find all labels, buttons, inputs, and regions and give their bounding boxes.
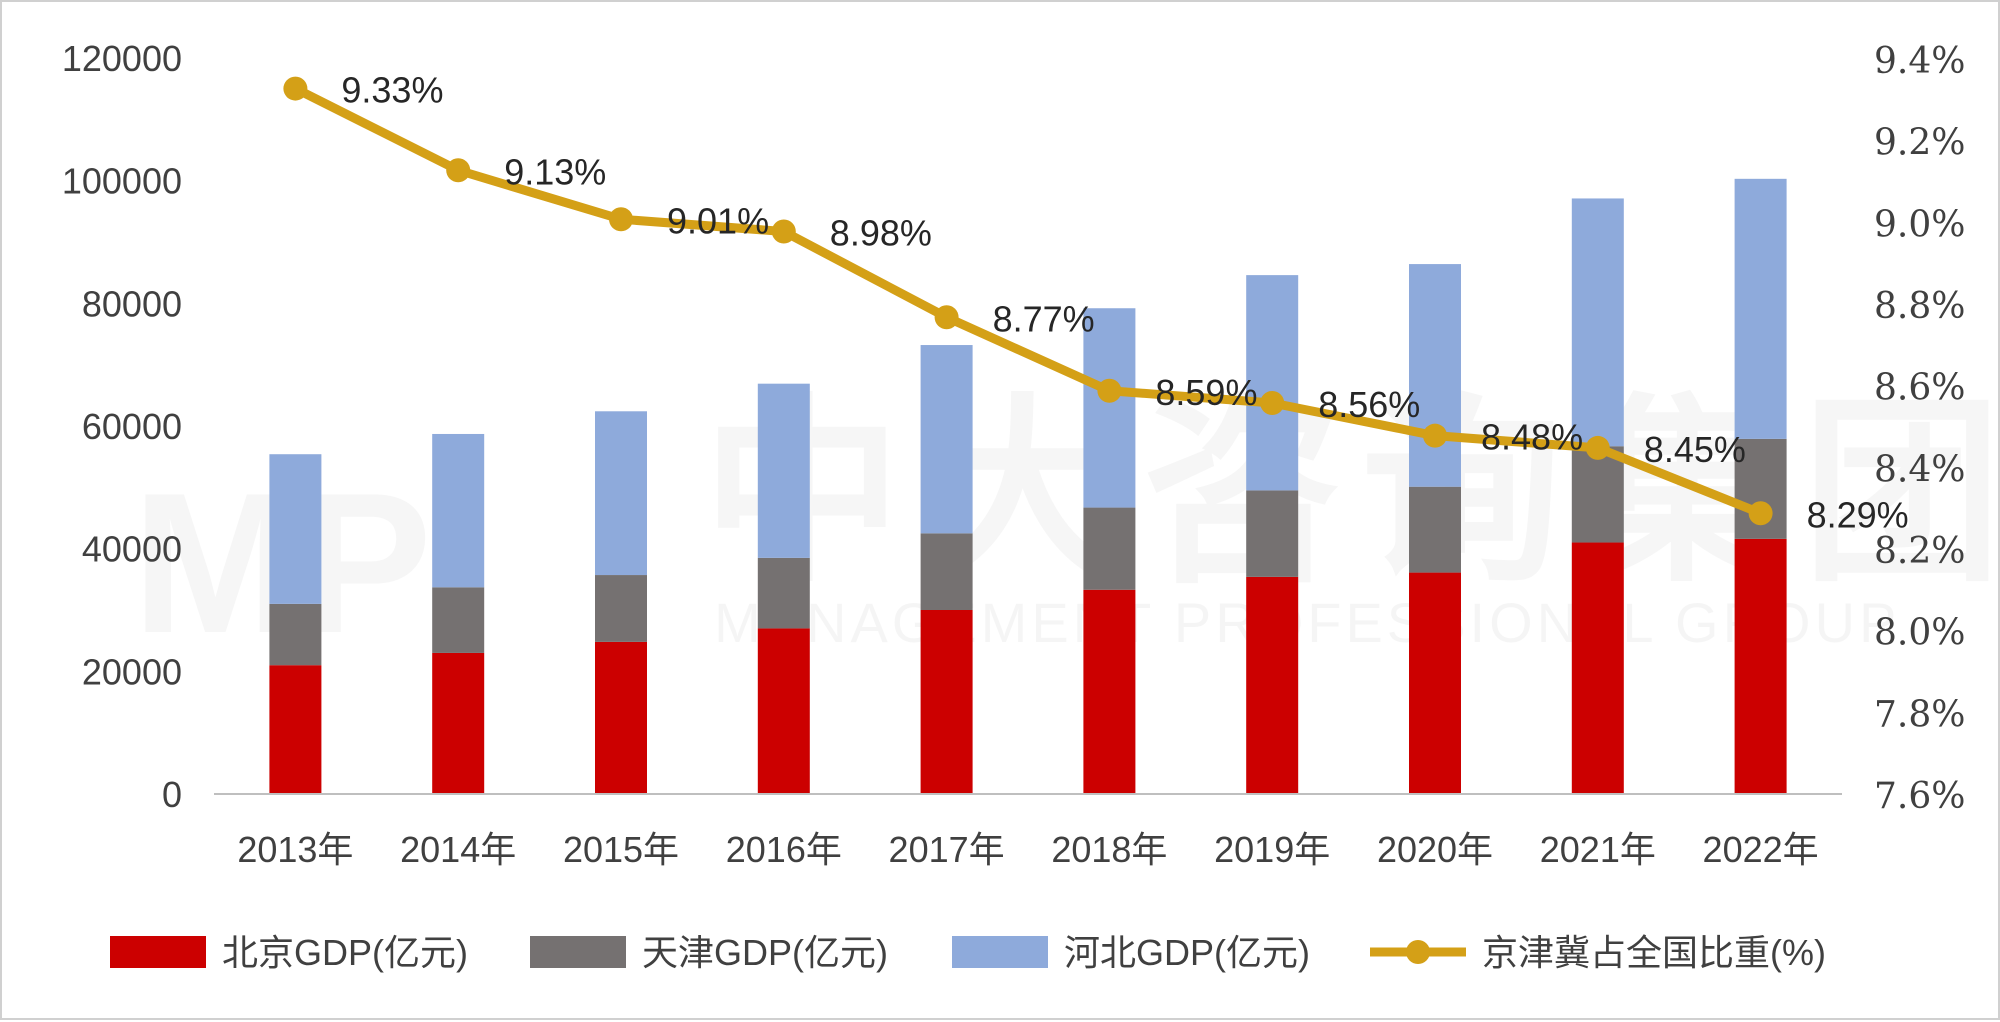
x-tick-label: 2022年 xyxy=(1703,829,1819,870)
data-label-6: 8.56% xyxy=(1318,384,1420,425)
x-tick-label: 2014年 xyxy=(400,829,516,870)
bar-tianjin-4 xyxy=(920,533,973,610)
data-label-5: 8.59% xyxy=(1155,372,1257,413)
right-tick-label: 8.2% xyxy=(1874,531,1965,572)
bar-beijing-5 xyxy=(1083,589,1136,794)
line-point-6 xyxy=(1260,391,1285,415)
bar-hebei-4 xyxy=(920,345,973,534)
right-tick-label: 7.8% xyxy=(1874,694,1965,735)
bar-beijing-9 xyxy=(1734,538,1787,794)
line-point-3 xyxy=(771,219,796,244)
bar-beijing-1 xyxy=(432,652,485,794)
x-tick-label: 2020年 xyxy=(1377,829,1493,870)
bar-hebei-3 xyxy=(757,383,810,558)
x-tick-label: 2017年 xyxy=(889,829,1005,870)
bar-hebei-5 xyxy=(1083,308,1136,508)
line-point-8 xyxy=(1585,435,1610,460)
legend-label: 京津冀占全国比重(%) xyxy=(1482,932,1826,973)
bar-hebei-1 xyxy=(432,433,485,588)
x-tick-label: 2021年 xyxy=(1540,829,1656,870)
left-tick-label: 100000 xyxy=(62,161,182,202)
data-label-7: 8.48% xyxy=(1481,417,1583,458)
legend-swatch-beijing xyxy=(110,936,206,968)
watermark-en: MANAGEMENT PROFESSIONAL GROUP xyxy=(714,591,1900,654)
legend-line-marker xyxy=(1406,940,1430,964)
bar-tianjin-6 xyxy=(1246,490,1299,577)
bar-hebei-0 xyxy=(269,454,322,604)
legend-label: 天津GDP(亿元) xyxy=(642,932,888,973)
right-tick-label: 9.4% xyxy=(1874,41,1965,82)
bar-beijing-2 xyxy=(595,641,647,794)
bar-hebei-8 xyxy=(1571,198,1624,447)
bar-beijing-0 xyxy=(269,665,322,794)
right-tick-label: 8.8% xyxy=(1874,286,1965,327)
data-label-8: 8.45% xyxy=(1644,429,1746,470)
bar-hebei-9 xyxy=(1734,178,1787,439)
data-label-3: 8.98% xyxy=(830,213,932,254)
data-label-4: 8.77% xyxy=(993,298,1095,339)
bar-hebei-6 xyxy=(1246,275,1299,491)
line-point-5 xyxy=(1097,378,1122,403)
data-label-0: 9.33% xyxy=(341,70,443,111)
legend-label: 北京GDP(亿元) xyxy=(222,932,468,973)
bar-tianjin-3 xyxy=(757,557,810,629)
line-point-2 xyxy=(609,207,633,232)
bar-beijing-6 xyxy=(1246,576,1299,794)
bar-tianjin-1 xyxy=(432,587,485,653)
x-tick-label: 2019年 xyxy=(1214,829,1330,870)
line-point-0 xyxy=(283,76,308,101)
left-tick-label: 20000 xyxy=(82,651,182,692)
right-tick-label: 7.6% xyxy=(1874,776,1965,817)
data-label-1: 9.13% xyxy=(504,151,606,192)
line-point-1 xyxy=(446,158,471,183)
legend-label: 河北GDP(亿元) xyxy=(1064,932,1310,973)
data-label-9: 8.29% xyxy=(1807,494,1909,535)
right-tick-label: 9.0% xyxy=(1874,204,1965,245)
bar-tianjin-0 xyxy=(269,603,322,666)
x-tick-label: 2018年 xyxy=(1051,829,1167,870)
line-point-9 xyxy=(1748,501,1773,526)
bar-tianjin-7 xyxy=(1409,486,1461,573)
bar-beijing-3 xyxy=(757,628,810,794)
bar-hebei-7 xyxy=(1409,264,1461,487)
x-tick-label: 2016年 xyxy=(726,829,842,870)
legend-swatch-tianjin xyxy=(530,936,626,968)
line-point-4 xyxy=(934,305,959,330)
x-tick-label: 2015年 xyxy=(563,829,679,870)
x-tick-label: 2013年 xyxy=(237,829,353,870)
line-point-7 xyxy=(1423,423,1447,448)
right-tick-label: 8.6% xyxy=(1874,368,1965,409)
bar-hebei-2 xyxy=(595,411,647,576)
right-tick-label: 8.0% xyxy=(1874,613,1965,654)
left-tick-label: 40000 xyxy=(82,529,182,570)
bar-tianjin-8 xyxy=(1571,446,1624,543)
bar-tianjin-2 xyxy=(595,575,647,642)
bar-tianjin-5 xyxy=(1083,507,1136,590)
bar-beijing-8 xyxy=(1571,542,1624,794)
bar-beijing-4 xyxy=(920,610,973,794)
right-tick-label: 8.4% xyxy=(1874,449,1965,490)
right-tick-label: 9.2% xyxy=(1874,123,1965,164)
left-tick-label: 60000 xyxy=(82,406,182,447)
legend-swatch-hebei xyxy=(952,936,1048,968)
left-tick-label: 80000 xyxy=(82,283,182,324)
line-share-series xyxy=(290,84,1766,518)
data-label-2: 9.01% xyxy=(667,200,769,241)
left-tick-label: 0 xyxy=(162,774,182,815)
bar-beijing-7 xyxy=(1409,572,1461,794)
left-tick-label: 120000 xyxy=(62,38,182,79)
